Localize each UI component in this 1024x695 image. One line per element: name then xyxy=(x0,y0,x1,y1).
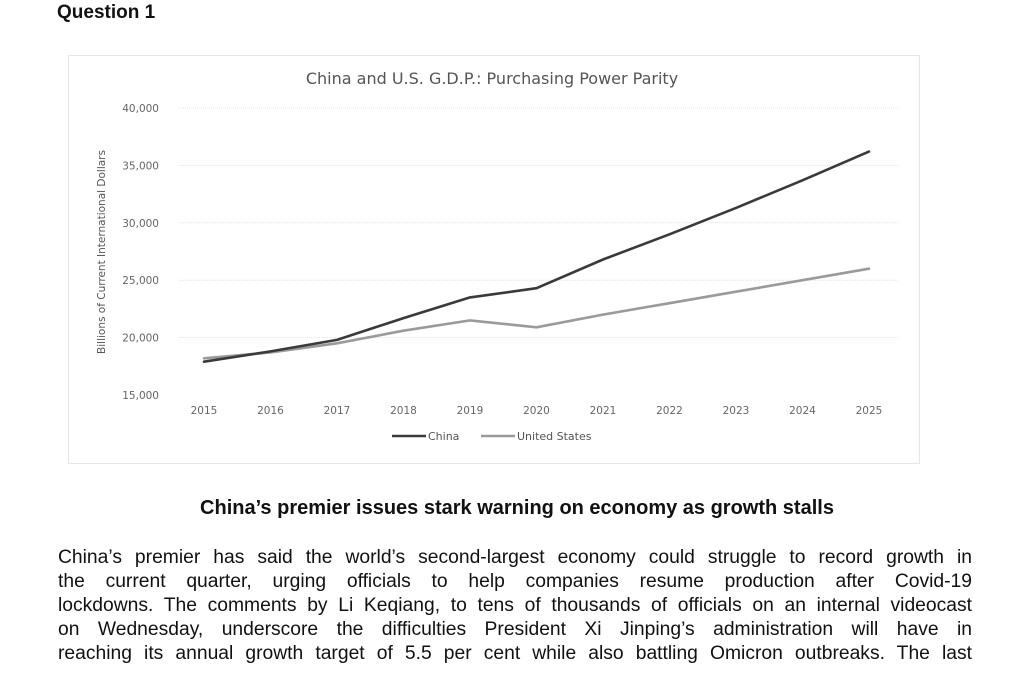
grid-lines xyxy=(179,107,899,339)
x-tick-label: 2018 xyxy=(390,405,417,417)
article-line: on Wednesday, underscore the difficultie… xyxy=(58,619,972,640)
y-tick-label: 35,000 xyxy=(122,160,159,172)
series-line-china xyxy=(202,150,871,363)
article-line: China’s premier has said the world’s sec… xyxy=(58,547,972,568)
article-line: the current quarter, urging officials to… xyxy=(58,571,972,592)
article-line: lockdowns. The comments by Li Keqiang, t… xyxy=(58,595,972,616)
x-tick-label: 2019 xyxy=(457,405,484,417)
x-axis-ticks: 2015 2016 2017 2018 2019 2020 2021 2022 2023 2024… xyxy=(191,405,883,417)
y-axis-ticks: 15,000 20,000 25,000 30,000 35,000 40,000 xyxy=(122,103,159,402)
gdp-line-chart: China and U.S. G.D.P.: Purchasing Power … xyxy=(96,69,899,443)
y-axis-label: Billions of Current International Dollar… xyxy=(96,150,108,354)
y-tick-label: 40,000 xyxy=(122,103,159,115)
legend-label: United States xyxy=(517,430,592,443)
x-tick-label: 2020 xyxy=(523,405,550,417)
legend-label: China xyxy=(428,430,459,443)
series-lines xyxy=(202,150,871,363)
y-tick-label: 15,000 xyxy=(122,390,159,402)
x-tick-label: 2024 xyxy=(789,405,816,417)
question-heading: Question 1 xyxy=(57,2,156,23)
chart-frame: China and U.S. G.D.P.: Purchasing Power … xyxy=(68,55,920,464)
x-tick-label: 2015 xyxy=(191,405,218,417)
x-tick-label: 2023 xyxy=(723,405,750,417)
article-title: China’s premier issues stark warning on … xyxy=(200,497,834,519)
x-tick-label: 2017 xyxy=(324,405,351,417)
series-line-united-states xyxy=(202,267,871,360)
y-tick-label: 25,000 xyxy=(122,275,159,287)
y-tick-label: 20,000 xyxy=(122,333,159,345)
x-tick-label: 2021 xyxy=(590,405,617,417)
x-tick-label: 2025 xyxy=(856,405,883,417)
y-tick-label: 30,000 xyxy=(122,218,159,230)
chart-title: China and U.S. G.D.P.: Purchasing Power … xyxy=(306,69,678,88)
chart-legend: China United States xyxy=(392,430,592,443)
x-tick-label: 2022 xyxy=(656,405,683,417)
x-tick-label: 2016 xyxy=(257,405,284,417)
article-line: reaching its annual growth target of 5.5… xyxy=(58,643,972,664)
article-body: China’s premier has said the world’s sec… xyxy=(58,546,972,666)
